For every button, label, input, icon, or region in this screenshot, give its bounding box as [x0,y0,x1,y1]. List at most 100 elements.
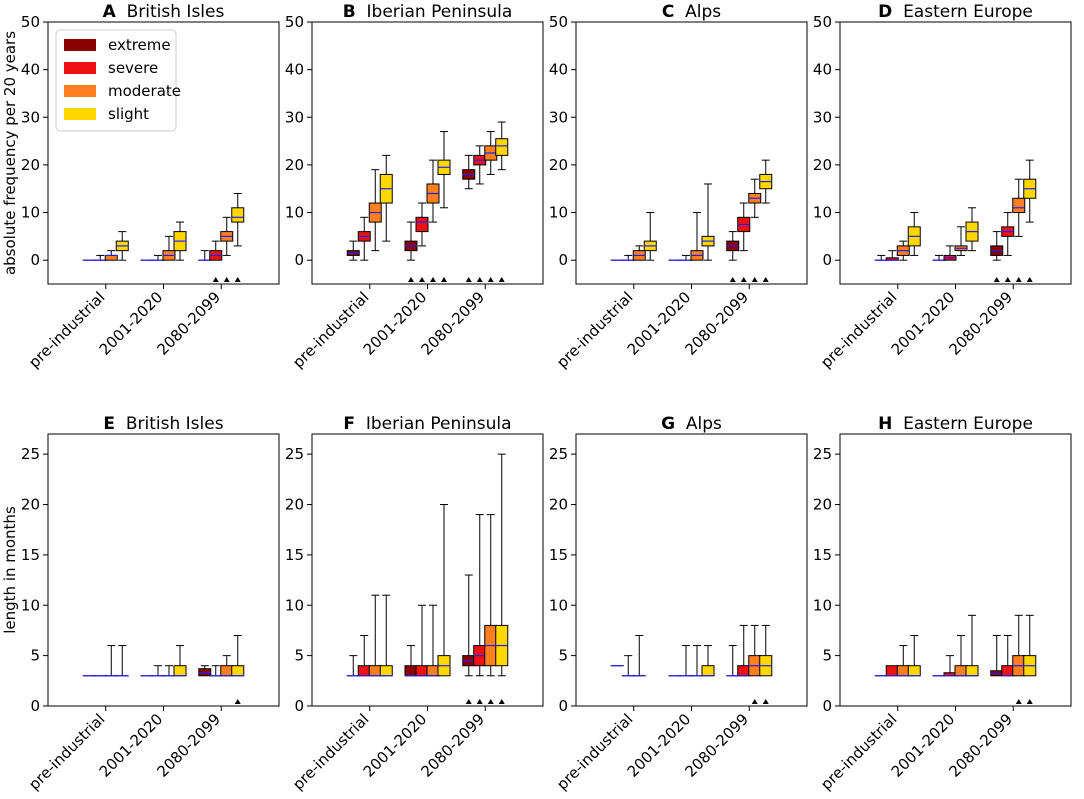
y-tick-label: 25 [813,445,832,463]
panel-D: D Eastern Europe 0 10 20 30 40 50 pre-industria… [813,2,1072,372]
significance-marker [751,277,758,282]
panel-H: H Eastern Europe 0 5 10 15 20 25 pre-industrial… [813,414,1072,794]
y-tick-label: 30 [813,108,832,126]
y-tick-label: 15 [285,546,304,564]
axes-frame [311,433,544,707]
y-tick-label: 20 [21,156,40,174]
box-severe-2080-2099 [737,202,751,252]
box-slight-2080-2099 [231,192,245,247]
legend-label-moderate: moderate [108,82,181,100]
box-severe-2001-2020 [943,245,957,261]
box-body [426,665,440,677]
y-tick-label: 15 [549,546,568,564]
panel-G: G Alps0510152025pre-industrial2001-20202… [549,414,808,794]
box-extreme-2001-2020 [404,645,418,677]
box-extreme-2080-2099 [462,574,476,677]
y-tick-label: 10 [813,596,832,614]
legend-swatch-slight [64,108,96,120]
box-body [495,138,509,156]
panel-letter: E [103,414,115,434]
box-moderate-pre-industrial [368,594,382,677]
box-moderate-pre-industrial [104,250,118,261]
panel-letter: A [103,2,117,22]
box-slight-2001-2020 [701,645,715,677]
significance-marker [487,699,494,704]
significance-marker [1026,277,1033,282]
y-tick-label: 15 [813,546,832,564]
y-tick-label: 40 [549,61,568,79]
panel-title: G Alps [661,414,722,434]
box-moderate-pre-industrial [632,245,646,261]
panel-title: B Iberian Peninsula [343,2,513,22]
significance-marker [487,277,494,282]
panel-letter: C [662,2,674,22]
panel-title: F Iberian Peninsula [343,414,511,434]
box-moderate-2001-2020 [690,212,704,261]
significance-marker [993,277,1000,282]
x-tick-label: pre-industrial [289,710,373,794]
y-tick-label: 25 [549,445,568,463]
x-tick-label: pre-industrial [817,710,901,794]
y-tick-label: 30 [549,108,568,126]
significance-marker [1026,699,1033,704]
y-tick-label: 10 [285,596,304,614]
box-body [896,665,910,677]
box-body [701,665,715,677]
box-body [404,665,418,677]
box-extreme-2080-2099 [726,231,740,261]
y-tick-label: 0 [822,697,832,715]
y-tick-label: 5 [822,647,832,665]
y-tick-label: 0 [822,251,832,269]
panel-region-name: Alps [686,414,722,434]
x-tick-label: pre-industrial [553,288,637,372]
y-tick-label: 0 [30,251,40,269]
box-severe-pre-industrial [621,254,635,261]
y-tick-label: 50 [285,13,304,31]
significance-marker [762,699,769,704]
box-severe-2080-2099 [1001,634,1015,677]
box-slight-2080-2099 [1023,159,1037,223]
panel-letter: B [343,2,356,22]
box-slight-pre-industrial [379,154,393,242]
box-severe-2080-2099 [1001,212,1015,256]
box-slight-2001-2020 [173,221,187,261]
box-extreme-2080-2099 [198,250,212,261]
box-body [231,207,245,223]
box-severe-pre-industrial [885,665,899,677]
legend-label-slight: slight [108,105,149,123]
box-severe-2001-2020 [415,604,429,677]
box-severe-2001-2020 [679,645,693,677]
box-slight-pre-industrial [643,212,657,261]
y-tick-label: 20 [285,156,304,174]
panel-letter: F [343,414,355,434]
box-moderate-2001-2020 [162,665,176,677]
legend-swatch-severe [64,62,96,74]
box-moderate-2080-2099 [220,655,234,677]
panel-title: C Alps [662,2,721,22]
box-moderate-pre-industrial [104,645,118,677]
box-severe-2080-2099 [737,624,751,677]
box-moderate-2080-2099 [1012,178,1026,237]
y-axis-label: absolute frequency per 20 years [1,31,19,275]
y-tick-label: 40 [285,61,304,79]
box-moderate-2001-2020 [690,645,704,677]
box-extreme-2080-2099 [990,231,1004,261]
box-slight-2001-2020 [701,183,715,261]
panel-region-name: Eastern Europe [903,414,1033,434]
box-slight-2080-2099 [231,634,245,677]
box-slight-2001-2020 [965,614,979,677]
significance-marker [234,277,241,282]
y-tick-label: 10 [549,204,568,222]
y-tick-label: 50 [21,13,40,31]
x-tick-label: pre-industrial [25,710,109,794]
y-tick-label: 5 [30,647,40,665]
legend-swatch-extreme [64,39,96,51]
box-moderate-2080-2099 [1012,614,1026,677]
panel-C: C Alps01020304050pre-industrial2001-2020… [549,2,808,372]
y-tick-label: 10 [285,204,304,222]
y-tick-label: 0 [294,251,304,269]
box-body [220,665,234,677]
legend-label-severe: severe [108,59,158,77]
box-body [954,665,968,677]
y-tick-label: 10 [21,204,40,222]
